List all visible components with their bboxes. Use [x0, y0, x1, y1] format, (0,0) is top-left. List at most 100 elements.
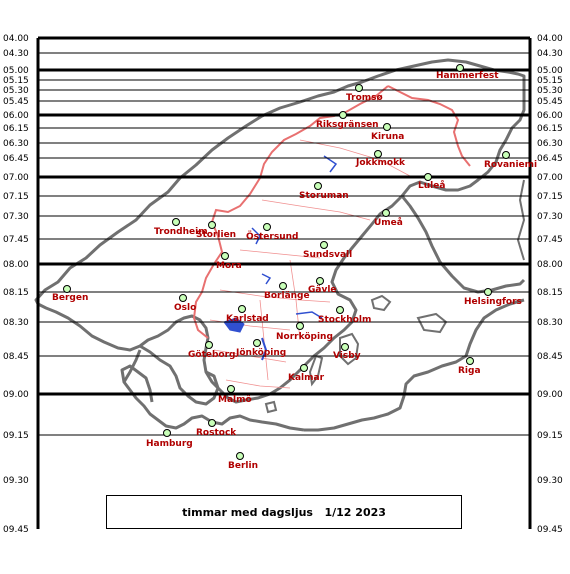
hour-label-right: 07.15 [537, 192, 563, 202]
city-marker-sundsvall [320, 241, 328, 249]
hour-label-right: 05.45 [537, 97, 563, 107]
jylland-coast [122, 349, 142, 383]
hour-label-left: 04.00 [3, 34, 29, 44]
hour-label-left: 09.45 [3, 525, 29, 535]
city-marker-lule- [424, 173, 432, 181]
hour-label-left: 05.45 [3, 97, 29, 107]
lake-storsjon [251, 227, 261, 245]
hour-label-right: 08.45 [537, 352, 563, 362]
city-label-ume-: Umeå [374, 217, 403, 228]
city-marker-troms- [355, 84, 363, 92]
city-marker-jokkmokk [374, 150, 382, 158]
city-label-kalmar: Kalmar [288, 373, 325, 383]
cities-layer: Hammerfest Tromsø Riksgränsen Kiruna Jokkmok… [52, 64, 537, 471]
city-marker-riga [466, 357, 474, 365]
city-marker-j-nk-ping [253, 339, 261, 347]
city-label-oslo: Oslo [174, 303, 196, 313]
city-marker-kiruna [383, 123, 391, 131]
city-marker-riksgr-nsen [339, 111, 347, 119]
hour-label-left: 05.30 [3, 86, 29, 96]
hour-label-left: 07.00 [3, 173, 29, 183]
hour-label-right: 04.30 [537, 49, 563, 59]
hour-label-left: 06.00 [3, 111, 29, 121]
hour-label-right: 06.45 [537, 154, 563, 164]
hour-label-left: 08.30 [3, 318, 29, 328]
city-marker-norrk-ping [296, 322, 304, 330]
denmark-coast [139, 344, 220, 406]
city-label-rovaniemi: Rovaniemi [484, 160, 537, 170]
hour-label-left: 08.45 [3, 352, 29, 362]
city-marker-rovaniemi [502, 151, 510, 159]
city-label-berlin: Berlin [228, 461, 258, 471]
city-marker-visby [341, 343, 349, 351]
lake-north [323, 155, 338, 173]
city-marker-hamburg [163, 429, 171, 437]
hour-label-left: 09.15 [3, 431, 29, 441]
city-label-trondheim: Trondheim [154, 227, 208, 237]
city-marker-g-vle [316, 277, 324, 285]
city-label-kiruna: Kiruna [371, 132, 404, 142]
city-label--stersund: Östersund [246, 231, 298, 242]
city-label-jokkmokk: Jokkmokk [355, 158, 406, 168]
hour-label-left: 05.00 [3, 66, 29, 76]
bornholm [264, 400, 278, 414]
hour-label-left: 06.45 [3, 154, 29, 164]
hour-label-right: 09.30 [537, 476, 563, 486]
hour-label-right: 09.00 [537, 390, 563, 400]
city-label-j-nk-ping: Jönköping [235, 348, 286, 358]
city-label-lule-: Luleå [418, 180, 445, 191]
aland [370, 294, 392, 312]
hour-label-left: 07.30 [3, 212, 29, 222]
hour-label-left: 09.30 [3, 476, 29, 486]
hour-label-left: 06.15 [3, 124, 29, 134]
city-marker-mora [221, 252, 229, 260]
hour-label-left: 06.30 [3, 139, 29, 149]
city-label-storlien: Storlien [196, 230, 236, 240]
city-marker-helsingfors [484, 288, 492, 296]
lake-siljan [261, 273, 272, 285]
saaremaa [416, 312, 448, 334]
caption-box: timmar med dagsljus 1/12 2023 [106, 495, 462, 529]
hour-label-right: 08.00 [537, 260, 563, 270]
city-label-norrk-ping: Norrköping [276, 332, 333, 342]
east-border [516, 179, 526, 261]
city-label-helsingfors: Helsingfors [464, 297, 522, 307]
hour-label-left: 07.15 [3, 192, 29, 202]
city-label-sundsvall: Sundsvall [303, 250, 352, 260]
hour-label-right: 07.00 [537, 173, 563, 183]
city-label-bergen: Bergen [52, 293, 88, 303]
hour-label-right: 09.45 [537, 525, 563, 535]
city-marker-storlien [208, 221, 216, 229]
city-label-borl-nge: Borlänge [264, 291, 310, 301]
city-marker-storuman [314, 182, 322, 190]
city-marker-hammerfest [456, 64, 464, 72]
hour-label-right: 05.30 [537, 86, 563, 96]
caption-title: timmar med dagsljus [182, 505, 313, 519]
city-label-hammerfest: Hammerfest [436, 71, 499, 81]
city-label-karlstad: Karlstad [226, 314, 269, 324]
city-marker-kalmar [300, 364, 308, 372]
city-label-storuman: Storuman [299, 191, 349, 201]
hour-label-left: 07.45 [3, 235, 29, 245]
city-marker-bergen [63, 285, 71, 293]
city-label-rostock: Rostock [196, 428, 237, 438]
city-label-troms-: Tromsø [346, 93, 383, 103]
city-label-visby: Visby [333, 351, 361, 361]
hour-label-right: 09.15 [537, 431, 563, 441]
city-label-stockholm: Stockholm [318, 315, 371, 325]
city-label-malm-: Malmö [218, 395, 252, 405]
finland-coast [400, 195, 526, 294]
germany-coast [120, 364, 305, 432]
city-marker-g-teborg [205, 341, 213, 349]
hour-label-left: 05.15 [3, 76, 29, 86]
city-marker-malm- [227, 385, 235, 393]
city-label-hamburg: Hamburg [146, 439, 193, 449]
hour-label-left: 08.00 [3, 260, 29, 270]
city-label-g-teborg: Göteborg [188, 350, 235, 360]
lake-malaren [295, 311, 323, 319]
city-marker--stersund [263, 223, 271, 231]
city-marker-karlstad [238, 305, 246, 313]
